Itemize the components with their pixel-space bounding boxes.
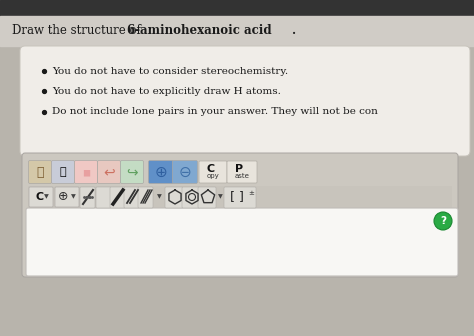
- Text: ±: ±: [248, 190, 254, 196]
- Text: ↩: ↩: [103, 165, 115, 179]
- FancyBboxPatch shape: [98, 161, 120, 183]
- Text: ▼: ▼: [218, 195, 223, 200]
- Text: ▼: ▼: [71, 195, 76, 200]
- FancyBboxPatch shape: [28, 161, 52, 183]
- FancyBboxPatch shape: [55, 187, 79, 207]
- FancyBboxPatch shape: [124, 187, 139, 208]
- FancyBboxPatch shape: [52, 161, 74, 183]
- FancyBboxPatch shape: [224, 187, 256, 208]
- Text: ⊖: ⊖: [179, 165, 191, 179]
- FancyBboxPatch shape: [165, 187, 183, 208]
- Text: You do not have to consider stereochemistry.: You do not have to consider stereochemis…: [52, 67, 288, 76]
- Text: ◼: ◼: [82, 167, 90, 177]
- Text: C: C: [207, 164, 215, 174]
- FancyBboxPatch shape: [29, 187, 53, 207]
- FancyBboxPatch shape: [198, 187, 216, 208]
- FancyBboxPatch shape: [110, 187, 125, 208]
- Bar: [0, 0, 474, 16]
- FancyBboxPatch shape: [74, 161, 98, 183]
- Text: ⊕: ⊕: [58, 191, 68, 204]
- Bar: [28, 186, 452, 208]
- Text: P: P: [235, 164, 243, 174]
- Text: ⊕: ⊕: [155, 165, 167, 179]
- Text: 🧴: 🧴: [60, 167, 66, 177]
- Text: 6‑aminohexanoic acid: 6‑aminohexanoic acid: [127, 25, 272, 38]
- Text: ▼: ▼: [157, 195, 162, 200]
- Text: Draw the structure of: Draw the structure of: [12, 25, 145, 38]
- Text: [ ]: [ ]: [230, 191, 244, 204]
- FancyBboxPatch shape: [182, 187, 200, 208]
- FancyBboxPatch shape: [120, 161, 144, 183]
- FancyBboxPatch shape: [26, 208, 458, 276]
- FancyBboxPatch shape: [96, 187, 111, 208]
- Text: ↪: ↪: [126, 165, 138, 179]
- Text: aste: aste: [235, 173, 250, 179]
- Circle shape: [434, 212, 452, 230]
- Text: ✋: ✋: [36, 166, 44, 178]
- FancyBboxPatch shape: [199, 161, 227, 183]
- Text: ?: ?: [440, 216, 446, 226]
- FancyBboxPatch shape: [20, 46, 470, 156]
- Text: Do not include lone pairs in your answer. They will not be con: Do not include lone pairs in your answer…: [52, 108, 378, 117]
- FancyBboxPatch shape: [173, 161, 198, 183]
- Text: opy: opy: [207, 173, 220, 179]
- FancyBboxPatch shape: [148, 161, 173, 183]
- Text: C: C: [36, 192, 44, 202]
- Bar: [28, 160, 452, 184]
- FancyBboxPatch shape: [22, 153, 458, 277]
- FancyBboxPatch shape: [138, 187, 153, 208]
- Text: ▼: ▼: [44, 195, 49, 200]
- FancyBboxPatch shape: [227, 161, 257, 183]
- Text: .: .: [292, 25, 296, 38]
- Bar: [0, 16, 474, 46]
- FancyBboxPatch shape: [80, 187, 95, 208]
- Text: You do not have to explicitly draw H atoms.: You do not have to explicitly draw H ato…: [52, 86, 281, 95]
